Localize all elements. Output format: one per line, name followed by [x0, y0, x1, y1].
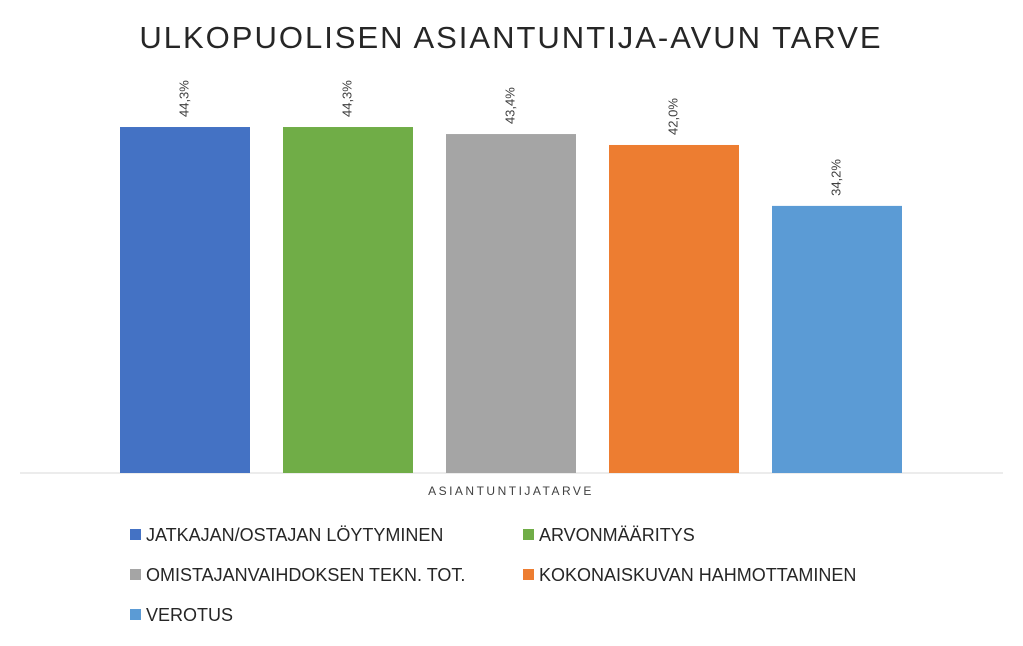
data-label: 44,3% [176, 80, 191, 117]
legend-label: JATKAJAN/OSTAJAN LÖYTYMINEN [146, 525, 443, 545]
data-label: 44,3% [339, 80, 354, 117]
legend-swatch [130, 569, 141, 580]
x-tick-label: ASIANTUNTIJATARVE [428, 484, 594, 498]
bar [283, 127, 413, 473]
bar [120, 127, 250, 473]
legend-swatch [523, 569, 534, 580]
legend-label: KOKONAISKUVAN HAHMOTTAMINEN [539, 565, 856, 585]
legend-label: ARVONMÄÄRITYS [539, 525, 695, 545]
bar [609, 144, 739, 474]
legend-label: OMISTAJANVAIHDOKSEN TEKN. TOT. [146, 565, 465, 585]
bar [446, 134, 576, 473]
data-label: 43,4% [502, 87, 517, 124]
legend-swatch [130, 609, 141, 620]
data-label: 42,0% [665, 98, 680, 135]
chart-title: ULKOPUOLISEN ASIANTUNTIJA-AVUN TARVE [139, 20, 882, 55]
data-label: 34,2% [828, 159, 843, 196]
legend-label: VEROTUS [146, 605, 233, 625]
legend-swatch [130, 529, 141, 540]
legend-swatch [523, 529, 534, 540]
bar [772, 205, 902, 473]
